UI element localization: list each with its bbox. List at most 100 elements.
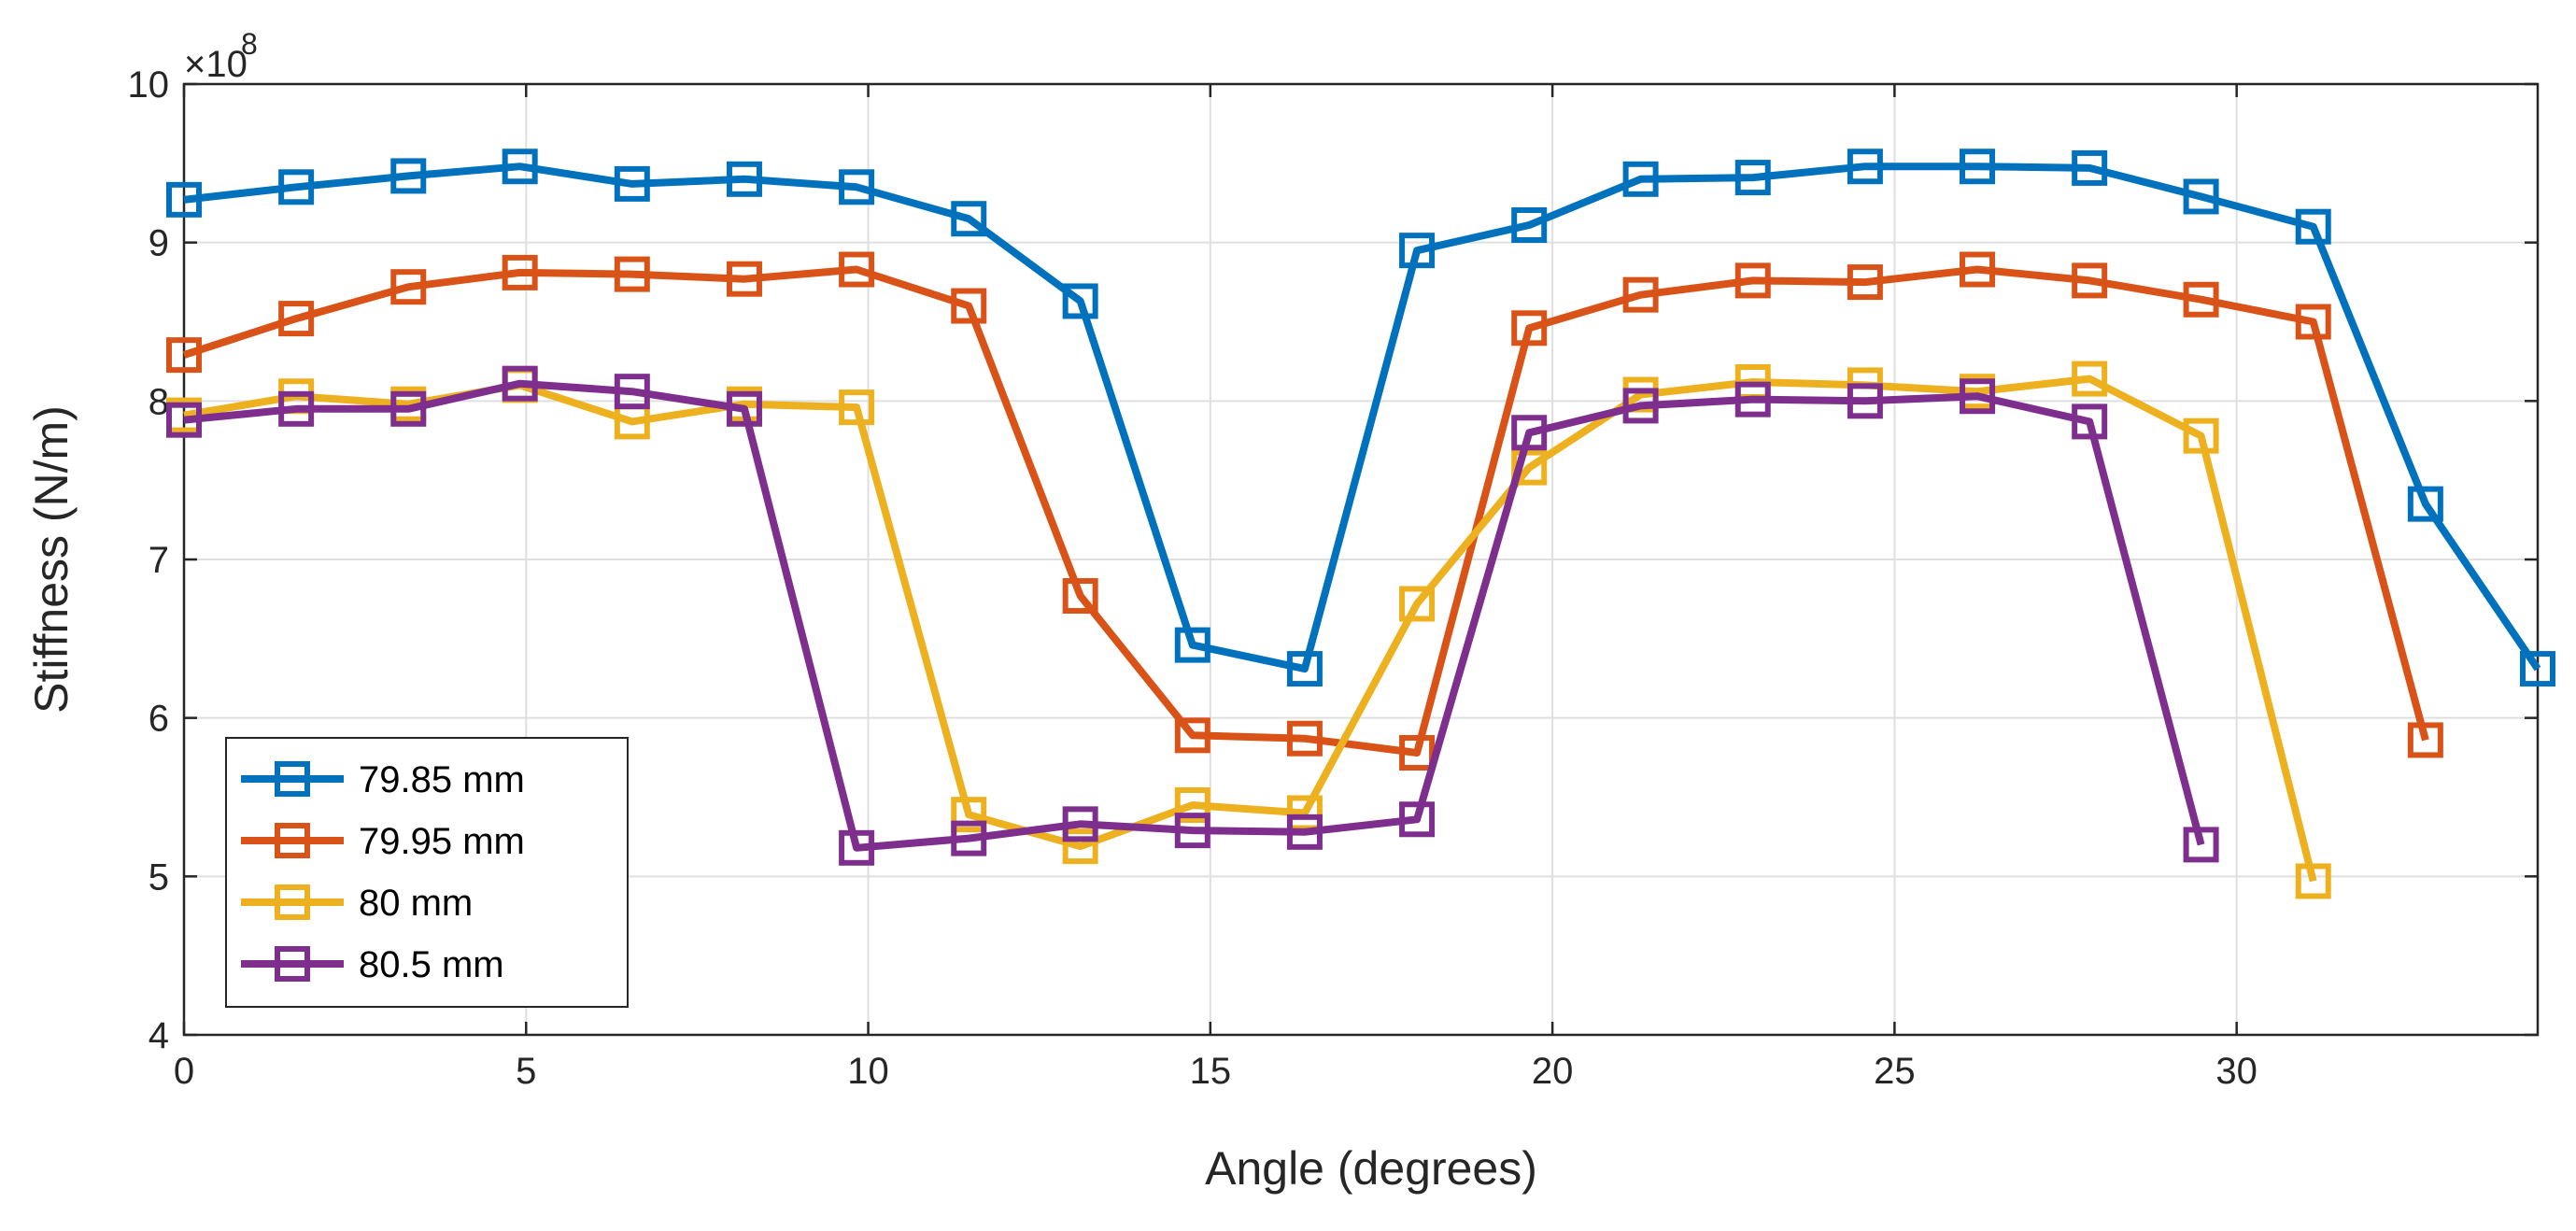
data-point-marker: [726, 261, 762, 297]
data-point-marker: [2072, 149, 2108, 186]
data-point-marker: [1960, 149, 1996, 185]
data-point-marker: [1622, 388, 1659, 424]
x-tick-label: 0: [174, 1051, 194, 1092]
data-point-marker: [1286, 651, 1323, 687]
x-tick-label: 25: [1874, 1051, 1916, 1092]
data-point-marker: [1062, 806, 1098, 842]
series-layer: [166, 149, 2555, 899]
data-point-marker: [502, 365, 538, 402]
data-point-marker: [1847, 264, 1883, 301]
legend-marker: [275, 823, 310, 858]
series-79_85-mm: [166, 149, 2555, 687]
data-point-marker: [1847, 149, 1883, 185]
data-point-marker: [2295, 304, 2331, 340]
data-point-marker: [726, 161, 762, 197]
y-exponent-power: 8: [241, 27, 258, 61]
data-point-marker: [1734, 381, 1771, 417]
x-tick-label: 10: [847, 1051, 889, 1092]
data-point-marker: [1399, 734, 1436, 771]
y-tick-label: 5: [149, 856, 169, 898]
data-point-marker: [278, 169, 315, 205]
data-point-marker: [1062, 283, 1098, 319]
data-point-marker: [390, 158, 427, 194]
axis-ticks: 0 5 10 15 20 25 30 4 5 6 7 8 9 10: [128, 64, 2538, 1092]
y-exponent-base: ×10: [184, 44, 248, 85]
data-point-marker: [1062, 828, 1098, 865]
data-point-marker: [1511, 449, 1548, 486]
data-point-marker: [1399, 233, 1436, 269]
data-point-marker: [1174, 627, 1210, 663]
data-point-marker: [1511, 310, 1548, 347]
y-tick-label: 8: [149, 381, 169, 422]
data-point-marker: [2183, 827, 2219, 863]
legend: 79.85 mm 79.95 mm 80 mm 80.5 mm: [225, 737, 629, 1008]
data-point-marker: [614, 165, 650, 202]
x-tick-label: 5: [516, 1051, 536, 1092]
data-point-marker: [1399, 801, 1436, 838]
data-point-marker: [2407, 486, 2443, 522]
data-point-marker: [502, 254, 538, 290]
data-point-marker: [166, 402, 202, 438]
data-point-marker: [278, 390, 315, 427]
data-point-marker: [1286, 720, 1323, 757]
data-point-marker: [1286, 795, 1323, 831]
data-point-marker: [1847, 383, 1883, 419]
data-point-marker: [1960, 251, 1996, 288]
y-tick-label: 7: [149, 540, 169, 581]
legend-label: 79.85 mm: [359, 759, 525, 800]
legend-marker: [275, 884, 310, 920]
data-point-marker: [1399, 586, 1436, 622]
data-point-marker: [1062, 578, 1098, 615]
legend-entry: 79.85 mm: [241, 759, 525, 800]
data-point-marker: [1734, 262, 1771, 299]
legend-entry: 80 mm: [241, 883, 473, 924]
x-tick-label: 20: [1532, 1051, 1574, 1092]
y-tick-label: 4: [149, 1015, 169, 1056]
y-tick-label: 9: [149, 223, 169, 264]
data-point-marker: [2183, 281, 2219, 318]
data-point-marker: [839, 389, 875, 426]
legend-marker: [275, 946, 310, 982]
data-point-marker: [166, 337, 202, 374]
data-point-marker: [1511, 207, 1548, 244]
series-line: [182, 265, 2429, 757]
data-point-marker: [839, 251, 875, 288]
legend-entry: 79.95 mm: [241, 821, 525, 862]
data-point-marker: [278, 301, 315, 337]
series-80_5-mm: [166, 365, 2219, 866]
series-line: [183, 379, 2205, 852]
series-line: [183, 163, 2541, 673]
data-point-marker: [1734, 160, 1771, 196]
legend-label: 80.5 mm: [359, 944, 504, 985]
data-point-marker: [614, 256, 650, 292]
data-point-marker: [726, 390, 762, 427]
data-point-marker: [390, 269, 427, 305]
data-point-marker: [2072, 262, 2108, 299]
data-point-marker: [951, 797, 987, 833]
legend-entries: 79.85 mm 79.95 mm 80 mm 80.5 mm: [241, 759, 525, 985]
x-tick-label: 30: [2215, 1051, 2258, 1092]
data-point-marker: [502, 149, 538, 185]
legend-entry: 80.5 mm: [241, 944, 504, 985]
data-point-marker: [2072, 403, 2108, 440]
data-point-marker: [2183, 178, 2219, 215]
data-point-marker: [166, 181, 202, 218]
data-point-marker: [1174, 786, 1210, 823]
data-point-marker: [2072, 361, 2108, 397]
data-point-marker: [1174, 813, 1210, 849]
x-axis-title: Angle (degrees): [1205, 1142, 1537, 1195]
data-point-marker: [839, 169, 875, 205]
data-point-marker: [614, 374, 650, 410]
data-point-marker: [1622, 276, 1659, 313]
data-point-marker: [1960, 378, 1996, 415]
legend-label: 79.95 mm: [359, 821, 525, 862]
data-point-marker: [951, 820, 987, 856]
legend-label: 80 mm: [359, 883, 473, 924]
y-axis-title: Stiffness (N/m): [25, 405, 78, 714]
data-point-marker: [1511, 415, 1548, 451]
x-tick-label: 15: [1190, 1051, 1232, 1092]
y-tick-label: 6: [149, 699, 169, 740]
data-point-marker: [2407, 722, 2443, 758]
data-point-marker: [951, 201, 987, 237]
